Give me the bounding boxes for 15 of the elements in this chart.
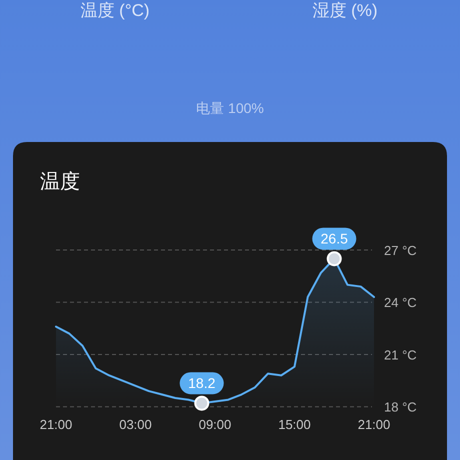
data-label: 26.5 [320,230,348,247]
ytick-label: 27 °C [384,243,417,258]
ytick-label: 21 °C [384,347,417,362]
ytick-label: 18 °C [384,400,417,415]
annotation: 电量 100% [196,100,264,116]
ytick-label: 24 °C [384,295,417,310]
xtick-label: 03:00 [119,417,152,432]
xtick-label: 21:00 [358,417,390,432]
annotation: 湿度 (%) [312,1,378,20]
xtick-label: 09:00 [198,417,232,432]
xtick-label: 15:00 [278,417,311,432]
title: 温度 [40,171,80,193]
data-label: 18.2 [188,375,216,392]
annotation: 温度 (°C) [80,1,150,20]
xtick-label: 21:00 [40,417,72,432]
